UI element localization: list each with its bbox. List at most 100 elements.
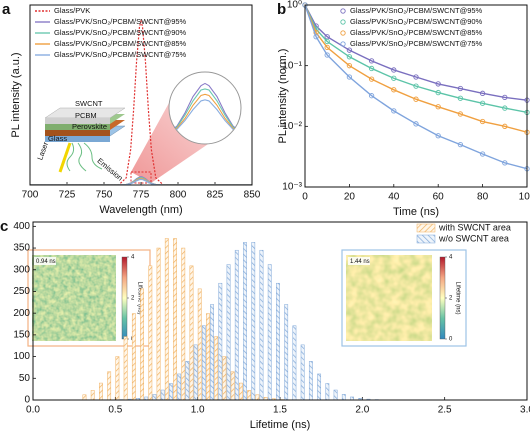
layer-label: Glass [48, 134, 67, 143]
histogram-bar [169, 383, 173, 401]
series-marker [391, 108, 397, 114]
series-marker [479, 118, 486, 125]
x-tick-label: 0.5 [108, 405, 122, 416]
legend-label: Glass/PVK/SnO₂/PCBM/SWCNT@75% [54, 50, 187, 59]
histogram-bar [341, 394, 346, 401]
histogram-bar [140, 288, 145, 401]
x-tick-label: 1.0 [191, 405, 205, 416]
inset-label: 1.44 ns [350, 259, 370, 265]
inset-line [169, 82, 241, 139]
x-axis-title: Wavelength (nm) [99, 204, 182, 216]
x-axis-title: Lifetime (ns) [250, 419, 311, 431]
series-marker [324, 44, 330, 51]
series-marker [457, 111, 464, 117]
legend-label: Glass/PVK [54, 6, 90, 15]
x-tick-label: 80 [477, 192, 489, 203]
series-marker [502, 123, 508, 129]
histogram-bar [189, 265, 194, 401]
colorbar-tick-label: 0 [449, 337, 453, 343]
inset-line [169, 99, 241, 139]
series-marker [346, 74, 353, 80]
histogram-bar [234, 249, 239, 401]
layer-label: Perovskite [72, 122, 107, 131]
x-tick-label: 60 [433, 192, 445, 203]
legend-label: Glass/PVK/SnO₂/PCBM/SWCNT@95% [350, 6, 483, 15]
histogram-bar [164, 238, 169, 401]
histogram-bar [185, 361, 190, 401]
y-tick-label: 250 [13, 286, 30, 297]
series-marker [479, 100, 486, 106]
x-tick-label: 40 [388, 192, 400, 203]
device-schematic: SWCNT PCBM Perovskite Glass Laser Emissi… [35, 99, 126, 183]
histogram-bar [300, 344, 305, 401]
series-marker [413, 83, 419, 89]
series-marker [391, 75, 397, 81]
series-marker [457, 85, 464, 92]
series-marker [346, 47, 353, 53]
histogram-bar [218, 282, 223, 401]
x-tick-label: 750 [96, 190, 113, 201]
y-tick-label: 10⁻² [282, 121, 302, 132]
histogram-bar [325, 383, 330, 401]
histogram-bar [226, 264, 231, 401]
y-tick-label: 10⁰ [287, 0, 302, 11]
y-tick-label: 100 [13, 351, 30, 362]
histogram-bar [238, 382, 243, 401]
colorbar-tick-label: 2 [131, 296, 135, 302]
histogram-bar [255, 394, 260, 401]
y-tick-label: 300 [13, 264, 30, 275]
histogram-bar [222, 356, 227, 401]
histogram-bar [123, 336, 128, 401]
histogram-bar [177, 373, 182, 401]
legend-label: with SWCNT area [438, 222, 511, 232]
series-marker [435, 89, 441, 96]
histogram-bar [276, 282, 280, 401]
histogram-bar [131, 313, 136, 401]
series-marker [368, 76, 375, 82]
panel-label: c [0, 218, 8, 235]
x-tick-label: 725 [59, 190, 76, 201]
series-line [30, 19, 252, 185]
series-marker [313, 34, 319, 40]
histogram-bar [333, 389, 338, 401]
x-tick-label: 2.0 [355, 405, 369, 416]
series-marker [457, 95, 464, 101]
histogram-bar [206, 313, 210, 401]
inset-map-left: 0.94 ns Lifetime (ns) [27, 249, 151, 347]
series-marker [457, 141, 464, 148]
series-marker [391, 67, 397, 73]
legend-label: Glass/PVK/SnO₂/PCBM/SWCNT@85% [350, 28, 483, 37]
histogram-bar [173, 238, 177, 401]
series-marker [502, 105, 508, 111]
x-tick-label: 100 [519, 192, 530, 203]
histogram-bar [197, 288, 202, 401]
series-marker [435, 104, 441, 110]
colorbar-tick-label: 4 [131, 255, 135, 261]
x-tick-label: 700 [22, 190, 39, 201]
histogram-bar [90, 390, 95, 401]
colorbar-tick-label: 2 [449, 296, 453, 302]
histogram-bar [230, 371, 235, 401]
plot-frame [29, 4, 253, 186]
inset-label: 0.94 ns [36, 259, 56, 265]
histogram-bar [99, 382, 103, 401]
series-marker [368, 65, 375, 72]
panel-label: b [277, 1, 286, 18]
histogram-bar [181, 247, 186, 401]
histogram-bar [82, 394, 87, 401]
histogram-bar [308, 361, 313, 401]
series-line [305, 5, 527, 114]
x-tick-label: 850 [244, 190, 261, 201]
inset-line [169, 93, 241, 139]
histogram-bar [210, 304, 214, 401]
histogram-bar [115, 356, 120, 401]
x-tick-label: 20 [344, 192, 356, 203]
panel-label: a [2, 1, 11, 18]
histogram-bar [251, 242, 256, 401]
legend-label: Glass/PVK/SnO₂/PCBM/SWCNT@90% [54, 28, 187, 37]
histogram-bar [214, 336, 219, 401]
inset-map-right: 1.44 ns Lifetime (ns) [341, 249, 467, 347]
histogram-bar [193, 344, 198, 401]
plot-frame [304, 4, 528, 188]
